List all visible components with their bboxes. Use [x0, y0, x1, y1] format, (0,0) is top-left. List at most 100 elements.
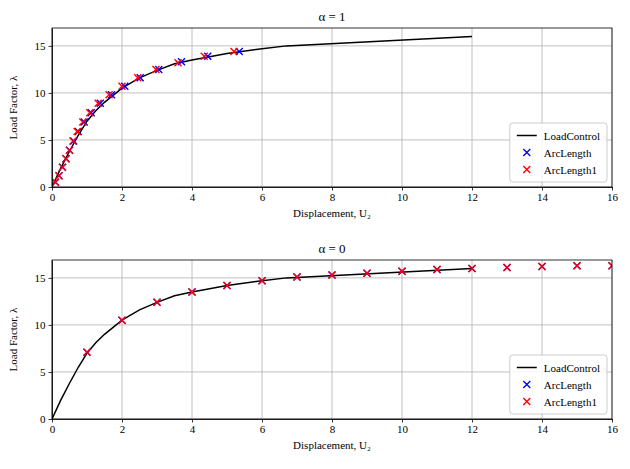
grid-line: [472, 28, 473, 187]
marker: [106, 91, 113, 98]
plot-area: [52, 262, 612, 419]
tick-mark: [192, 187, 193, 191]
tick-label: 0: [40, 413, 46, 425]
legend: LoadControlArcLengthArcLength1: [510, 355, 607, 414]
tick: 10: [397, 187, 409, 203]
tick-mark: [192, 419, 193, 423]
series-line: [52, 36, 472, 187]
marker: [364, 270, 371, 277]
tick: 0: [50, 419, 56, 435]
marker: [329, 272, 336, 279]
legend-swatch: [523, 166, 530, 173]
subplot: 0246810121416051015α = 0Displacement, U₂…: [7, 241, 619, 451]
marker: [63, 155, 70, 162]
grid: [52, 28, 612, 187]
grid-line: [402, 28, 403, 187]
grid-line: [332, 28, 333, 187]
legend-label: LoadControl: [544, 362, 600, 374]
x-axis-title: Displacement, U₂: [293, 207, 371, 219]
tick-label: 5: [40, 366, 46, 378]
legend-item: LoadControl: [517, 130, 600, 142]
marker: [59, 164, 66, 171]
tick: 10: [397, 419, 409, 435]
marker: [63, 155, 70, 162]
marker: [231, 48, 238, 55]
tick-label: 0: [50, 423, 56, 435]
grid-line: [122, 260, 123, 419]
marker: [119, 317, 126, 324]
legend-swatch: [523, 381, 530, 388]
legend-label: LoadControl: [544, 130, 600, 142]
tick-label: 15: [35, 40, 47, 52]
tick-label: 2: [120, 191, 126, 203]
tick-label: 12: [467, 191, 478, 203]
tick: 8: [330, 419, 336, 435]
title: α = 0: [318, 241, 345, 256]
grid-line: [52, 92, 612, 93]
marker: [56, 172, 63, 179]
marker: [504, 264, 511, 271]
subplot: 0246810121416051015α = 1Displacement, U₂…: [7, 9, 619, 219]
tick: 12: [467, 419, 478, 435]
tick-label: 10: [397, 423, 409, 435]
tick: 12: [467, 187, 478, 203]
x-axis-title: Displacement, U₂: [293, 439, 371, 451]
grid-line: [52, 324, 612, 325]
frame: [52, 28, 612, 187]
marker: [609, 262, 613, 269]
tick: 10: [35, 319, 53, 331]
tick-mark: [262, 419, 263, 423]
tick: 15: [35, 40, 53, 52]
y-axis: 051015: [35, 29, 53, 194]
marker: [539, 263, 546, 270]
marker: [259, 277, 266, 284]
tick-mark: [49, 140, 53, 141]
tick: 4: [190, 187, 196, 203]
marker: [539, 263, 546, 270]
tick-mark: [332, 187, 333, 191]
marker: [75, 128, 82, 135]
tick: 2: [120, 419, 126, 435]
tick: 10: [35, 87, 53, 99]
series-line: [52, 268, 472, 419]
marker: [70, 137, 77, 144]
grid-line: [52, 45, 612, 46]
tick: 6: [260, 419, 266, 435]
tick-mark: [472, 187, 473, 191]
tick: 14: [537, 419, 549, 435]
marker: [175, 59, 182, 66]
tick: 15: [35, 272, 53, 284]
marker: [134, 74, 141, 81]
marker: [52, 179, 59, 186]
title: α = 1: [318, 9, 345, 24]
frame: [52, 260, 612, 419]
marker: [66, 147, 73, 154]
grid-line: [402, 260, 403, 419]
grid: [52, 260, 612, 419]
tick-mark: [49, 325, 53, 326]
tick-mark: [122, 187, 123, 191]
tick: 16: [607, 419, 619, 435]
marker: [469, 265, 476, 272]
legend-label: ArcLength1: [544, 396, 597, 408]
tick: 5: [40, 134, 52, 146]
marker: [152, 66, 159, 73]
tick-label: 0: [50, 191, 56, 203]
tick-mark: [49, 419, 53, 420]
marker: [154, 299, 161, 306]
marker: [70, 137, 77, 144]
tick-label: 6: [260, 191, 266, 203]
legend-label: ArcLength1: [544, 164, 597, 176]
tick-label: 10: [35, 319, 47, 331]
marker: [294, 273, 301, 280]
tick-label: 15: [35, 272, 47, 284]
marker: [469, 265, 476, 272]
marker: [74, 128, 81, 135]
marker: [52, 179, 59, 186]
legend-item: ArcLength1: [523, 164, 597, 176]
marker: [79, 119, 86, 126]
tick-label: 16: [607, 423, 619, 435]
tick-mark: [332, 419, 333, 423]
grid-line: [472, 260, 473, 419]
marker: [399, 268, 406, 275]
